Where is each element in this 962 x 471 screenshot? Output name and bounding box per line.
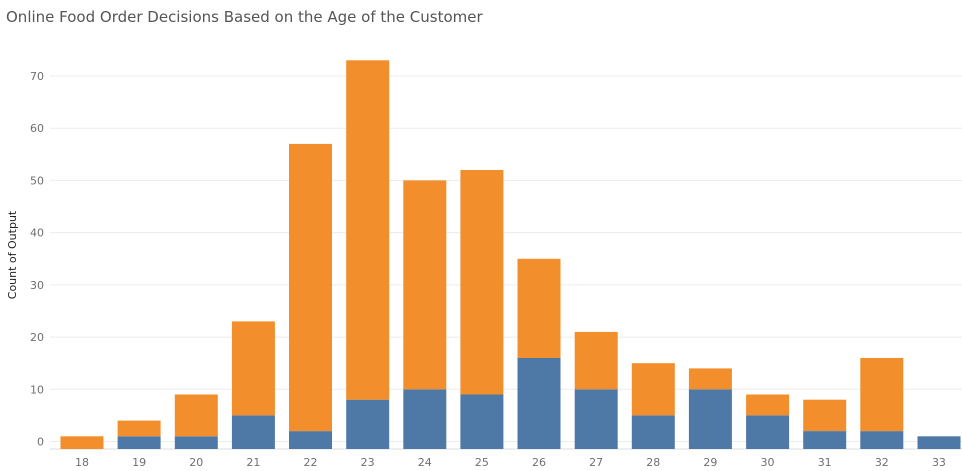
x-tick-label: 24 (418, 456, 432, 469)
bar-segment-19-1 (117, 420, 161, 437)
bar-segment-22-1 (289, 143, 332, 432)
bar-segment-18-1 (60, 436, 104, 449)
bar-segment-29-0 (688, 389, 732, 449)
x-tick-label: 26 (532, 456, 546, 469)
bar-segment-20-1 (174, 394, 218, 437)
x-tick-label: 22 (304, 456, 318, 469)
y-tick-label: 70 (30, 70, 44, 83)
x-tick-label: 20 (189, 456, 203, 469)
bar-segment-24-0 (403, 389, 447, 449)
bar-segment-32-1 (860, 358, 904, 432)
x-axis-ticks: 18 19 20 21 22 23 24 25 26 27 28 29 30 31 32 33 (75, 456, 946, 469)
y-tick-label: 10 (30, 383, 44, 396)
bar-segment-30-1 (746, 394, 790, 416)
bar-segment-26-0 (517, 358, 561, 449)
y-tick-label: 0 (37, 436, 44, 449)
x-tick-label: 29 (703, 456, 717, 469)
bar-segment-25-0 (460, 394, 504, 449)
x-tick-label: 18 (75, 456, 89, 469)
bar-segment-30-0 (746, 415, 790, 449)
y-tick-label: 60 (30, 122, 44, 135)
bar-segment-26-1 (517, 258, 561, 358)
bar-segment-23-1 (346, 60, 390, 400)
x-tick-label: 28 (646, 456, 660, 469)
bar-segment-20-0 (174, 436, 218, 449)
x-tick-label: 31 (818, 456, 832, 469)
bar-segment-25-1 (460, 170, 504, 395)
x-tick-label: 33 (932, 456, 946, 469)
bar-segment-32-0 (860, 431, 904, 449)
x-tick-label: 25 (475, 456, 489, 469)
bar-segment-27-0 (574, 389, 618, 449)
y-tick-label: 30 (30, 279, 44, 292)
x-tick-label: 32 (875, 456, 889, 469)
y-axis-ticks: 0 10 20 30 40 50 60 70 (30, 70, 44, 449)
bar-segment-28-0 (631, 415, 675, 449)
x-tick-label: 21 (246, 456, 260, 469)
y-tick-label: 40 (30, 227, 44, 240)
bar-segment-21-0 (231, 415, 275, 449)
bar-segment-21-1 (231, 321, 275, 416)
y-tick-label: 20 (30, 331, 44, 344)
bars (60, 60, 961, 449)
chart-title: Online Food Order Decisions Based on the… (6, 8, 483, 26)
bar-segment-22-0 (289, 431, 332, 449)
bar-segment-23-0 (346, 399, 390, 449)
bar-segment-31-1 (803, 399, 847, 431)
bar-segment-29-1 (688, 368, 732, 390)
y-tick-label: 50 (30, 174, 44, 187)
bar-segment-33-0 (917, 436, 961, 449)
bar-segment-24-1 (403, 180, 447, 390)
bar-segment-31-0 (803, 431, 847, 449)
bar-segment-19-0 (117, 436, 161, 449)
x-tick-label: 19 (132, 456, 146, 469)
grid-lines (50, 75, 962, 450)
x-tick-label: 30 (761, 456, 775, 469)
bar-segment-28-1 (631, 363, 675, 416)
bar-segment-27-1 (574, 331, 618, 390)
x-tick-label: 23 (361, 456, 375, 469)
x-tick-label: 27 (589, 456, 603, 469)
